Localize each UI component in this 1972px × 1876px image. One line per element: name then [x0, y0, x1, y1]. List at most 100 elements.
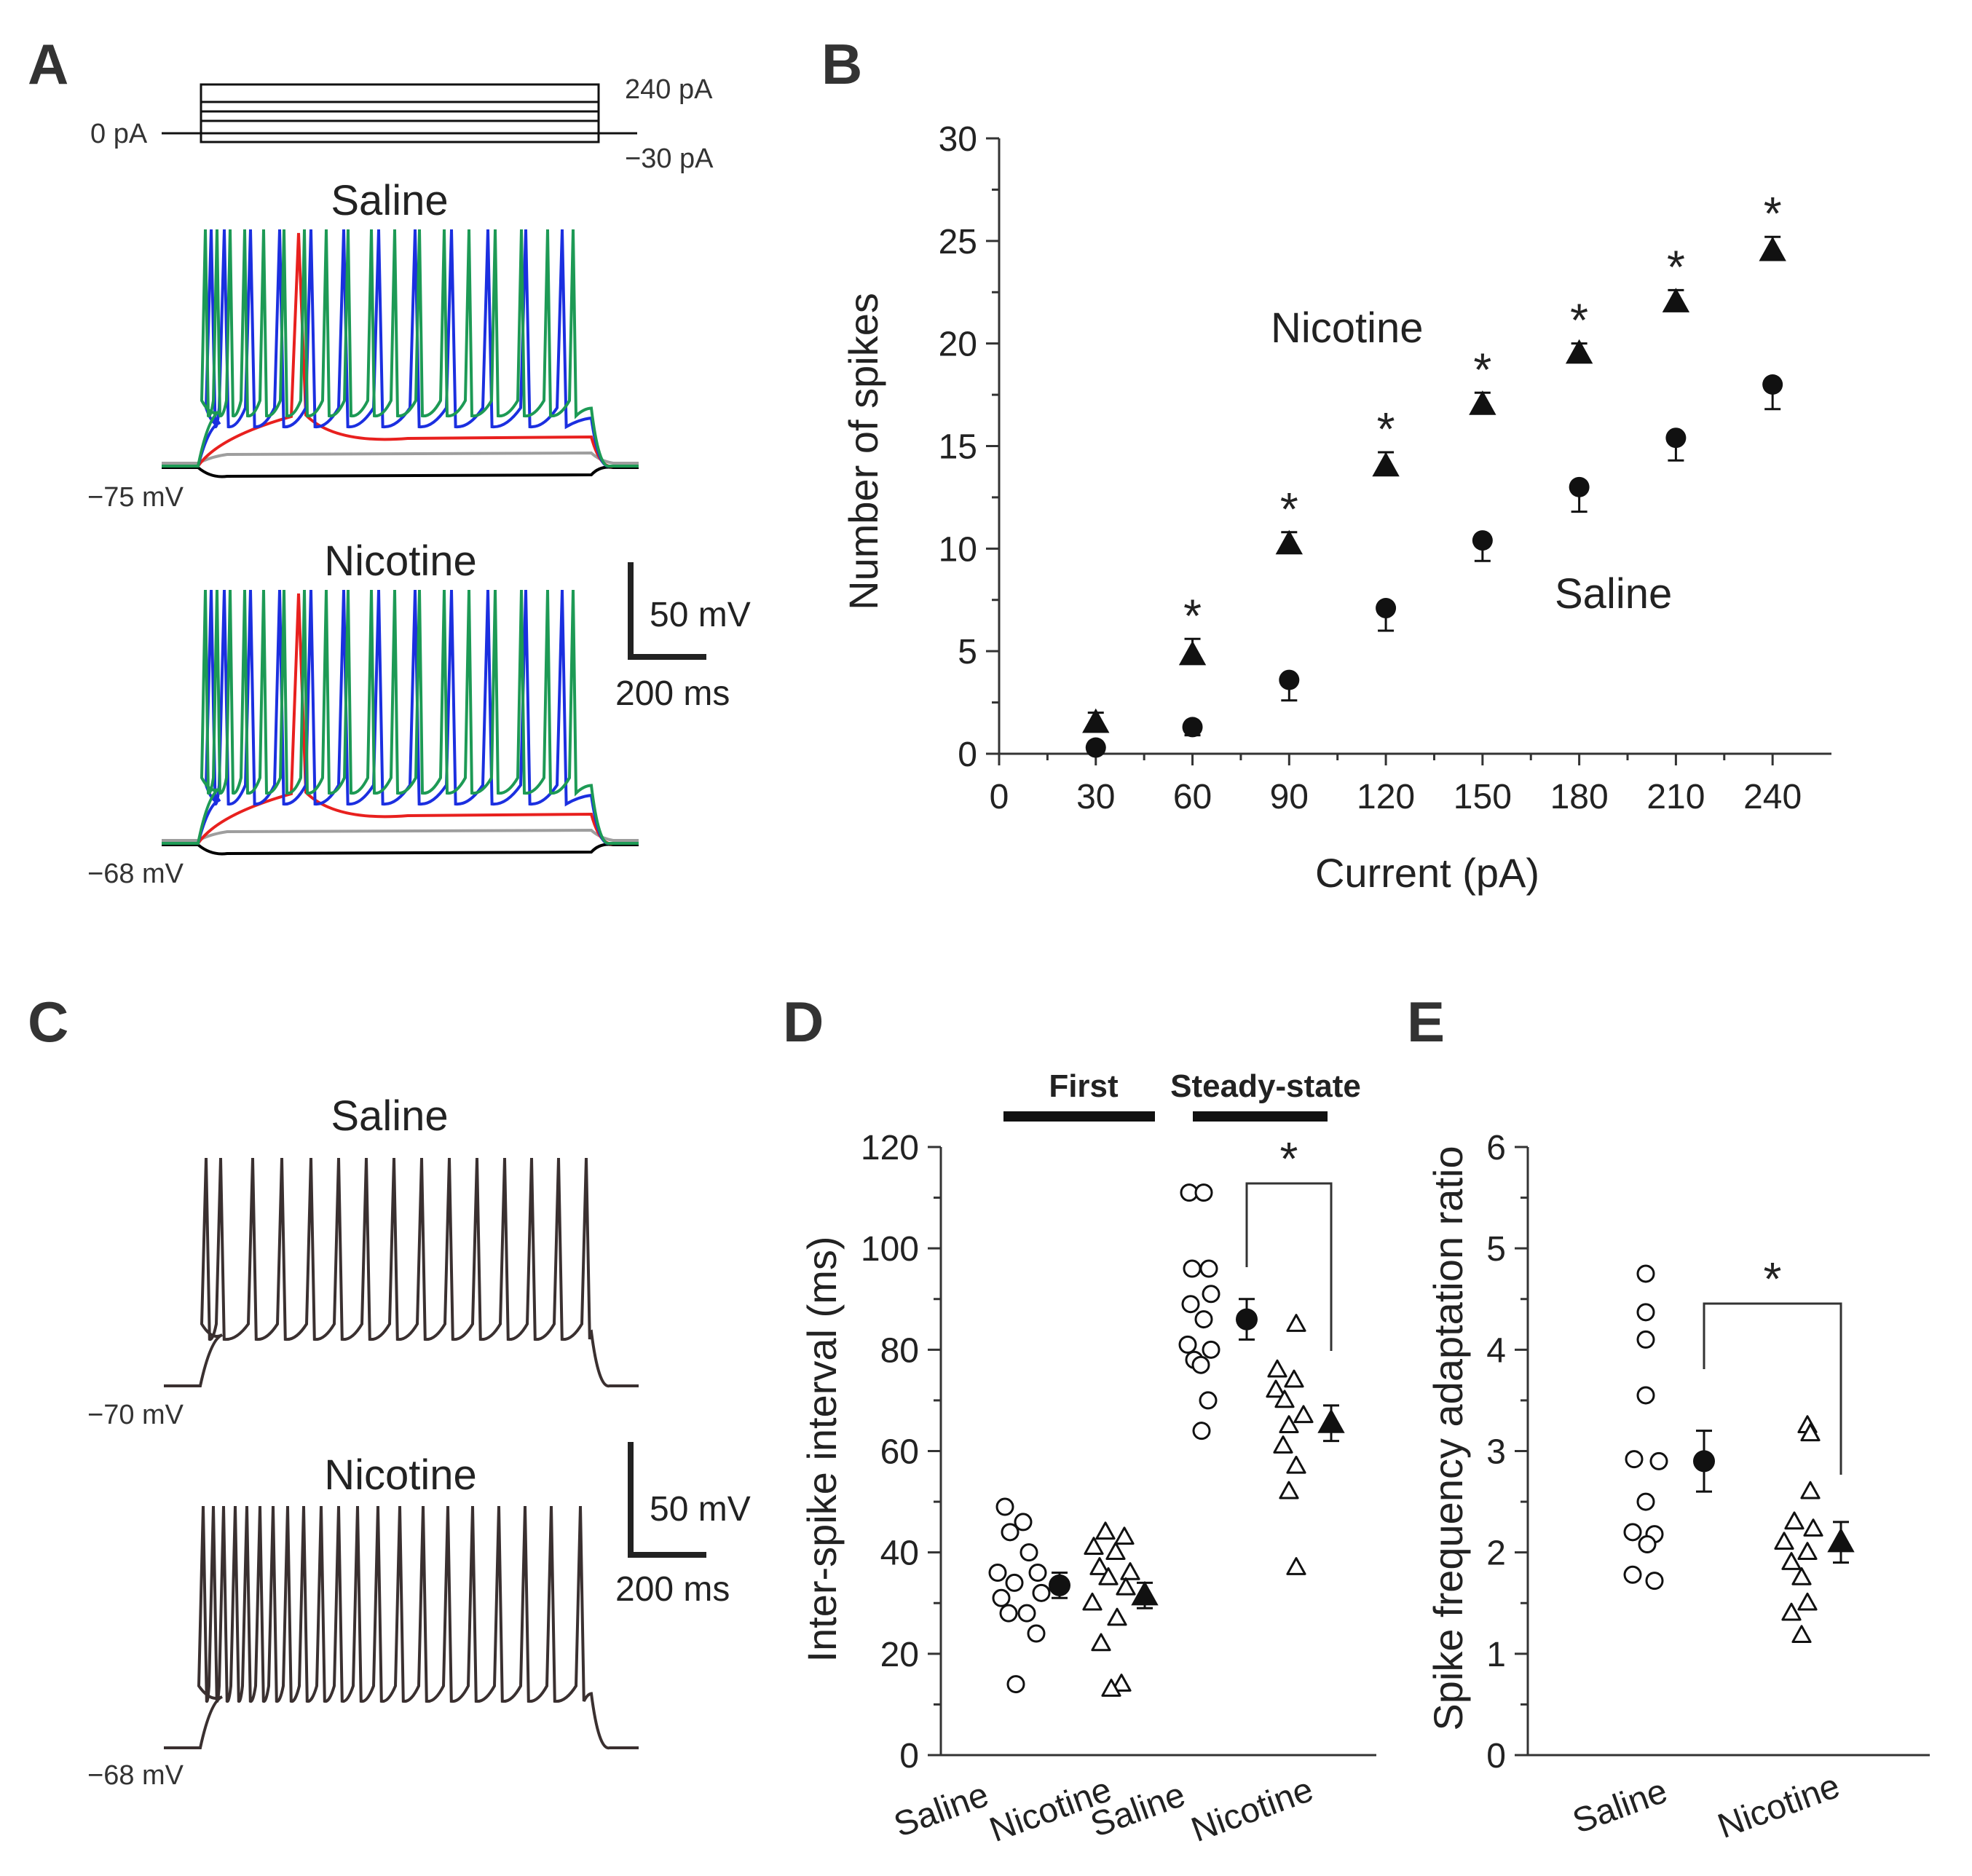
data-point-nicotine	[1105, 1542, 1126, 1560]
voltage-trace	[162, 589, 639, 846]
voltage-traces-nicotine	[162, 589, 639, 856]
mean-marker-saline	[1236, 1308, 1258, 1331]
group-label-first: First	[1049, 1068, 1119, 1104]
data-point-nicotine	[1372, 452, 1400, 477]
data-point-saline	[1625, 1450, 1644, 1469]
data-point-saline	[1001, 1523, 1019, 1542]
panel-c: C Saline −70 mV Nicotine −68 mV 50 mV 20…	[28, 990, 751, 1791]
data-point-saline	[1014, 1513, 1033, 1532]
y-tick-label: 20	[880, 1636, 919, 1674]
x-tick-label-b: 210	[1646, 778, 1705, 816]
mean-marker-saline	[1049, 1574, 1070, 1596]
data-point-nicotine	[1803, 1518, 1823, 1537]
data-point-saline	[1032, 1583, 1051, 1602]
y-tick-label: 1	[1486, 1636, 1506, 1674]
data-point-nicotine	[1084, 1537, 1104, 1555]
panel-a: A 240 pA 0 pA −30 pA Saline −75 mV Nicot…	[28, 32, 751, 889]
data-point-nicotine	[1095, 1521, 1116, 1540]
data-point-nicotine	[1791, 1567, 1812, 1585]
data-point-saline	[988, 1564, 1007, 1582]
data-point-saline	[1202, 1285, 1220, 1304]
data-point-nicotine	[1111, 1674, 1132, 1692]
y-axis-title-b: Number of spikes	[840, 293, 886, 610]
y-tick-label: 100	[861, 1230, 919, 1269]
significance-star: *	[1764, 187, 1782, 240]
data-point-nicotine	[1286, 1314, 1306, 1332]
data-point-saline	[1194, 1310, 1213, 1329]
protocol-label-zero: 0 pA	[90, 119, 148, 149]
scale-bar-voltage-c: 50 mV	[650, 1490, 751, 1529]
voltage-trace	[162, 229, 639, 468]
data-point-saline	[1638, 1535, 1657, 1554]
x-category-label: Nicotine	[1713, 1767, 1845, 1846]
data-point-saline	[1194, 1183, 1213, 1202]
significance-star: *	[1473, 343, 1491, 395]
x-category-label: Saline	[889, 1776, 994, 1845]
y-tick-label-b: 10	[939, 530, 977, 569]
data-point-saline	[1472, 530, 1493, 551]
data-point-saline	[1636, 1386, 1655, 1405]
resting-potential-saline: −75 mV	[87, 482, 184, 513]
data-point-nicotine	[1178, 640, 1207, 666]
trace-title-saline-c: Saline	[331, 1092, 448, 1140]
significance-star: *	[1183, 589, 1202, 642]
x-tick-label-b: 60	[1173, 778, 1212, 816]
data-point-saline	[1623, 1523, 1642, 1542]
panel-letter-d: D	[783, 990, 824, 1054]
data-point-nicotine	[1565, 339, 1593, 364]
x-category-label: Saline	[1568, 1772, 1673, 1841]
data-point-saline	[1017, 1604, 1036, 1623]
x-tick-label-b: 0	[990, 778, 1009, 816]
mean-marker-nicotine	[1827, 1527, 1855, 1553]
scale-bar-time-c: 200 ms	[615, 1570, 730, 1609]
y-tick-label: 80	[880, 1331, 919, 1370]
step-box	[200, 83, 600, 143]
trace-title-nicotine-c: Nicotine	[324, 1451, 477, 1499]
data-point-nicotine	[1279, 1415, 1299, 1433]
data-point-nicotine	[1774, 1532, 1794, 1550]
y-tick-label-b: 25	[939, 223, 977, 261]
data-point-nicotine	[1266, 1379, 1286, 1398]
voltage-trace-nicotine-c	[164, 1505, 639, 1750]
voltage-trace	[162, 843, 639, 856]
y-tick-label: 5	[1486, 1230, 1506, 1269]
data-point-nicotine	[1781, 1602, 1802, 1621]
data-point-saline	[1199, 1259, 1218, 1278]
data-point-nicotine	[1267, 1359, 1287, 1378]
x-tick-label-b: 30	[1076, 778, 1115, 816]
data-point-nicotine	[1791, 1625, 1812, 1644]
x-tick-label-b: 240	[1743, 778, 1802, 816]
resting-potential-nicotine-c: −68 mV	[87, 1760, 184, 1791]
significance-bracket	[1703, 1302, 1842, 1475]
data-point-saline	[1636, 1330, 1655, 1349]
mean-marker-nicotine	[1131, 1580, 1159, 1606]
data-point-nicotine	[1116, 1577, 1136, 1596]
mean-marker-nicotine	[1317, 1408, 1345, 1433]
y-tick-label-b: 5	[958, 633, 977, 671]
panel-letter-c: C	[28, 990, 68, 1054]
y-tick-label: 60	[880, 1433, 919, 1472]
data-point-saline	[1181, 1295, 1200, 1314]
axes-e: 0 1 2 3 4 5 6	[1486, 1129, 1930, 1776]
data-marks-b: * * * * * * *	[1082, 187, 1786, 758]
x-tick-label-b: 90	[1270, 778, 1309, 816]
x-axis-title-b: Current (pA)	[1315, 850, 1539, 896]
scale-bar-time: 200 ms	[615, 674, 730, 713]
data-point-nicotine	[1286, 1455, 1306, 1474]
scale-bar-lines-c	[628, 1442, 706, 1558]
resting-potential-nicotine: −68 mV	[87, 859, 184, 889]
x-tick-label-b: 180	[1550, 778, 1609, 816]
voltage-trace	[162, 589, 639, 846]
data-point-nicotine	[1120, 1562, 1140, 1580]
series-label-nicotine: Nicotine	[1271, 304, 1424, 352]
scale-bar-lines	[628, 562, 706, 660]
data-point-saline	[1183, 1259, 1202, 1278]
data-point-nicotine	[1469, 390, 1496, 415]
data-point-nicotine	[1091, 1633, 1111, 1652]
voltage-trace	[164, 1505, 639, 1750]
mean-marker-saline	[1693, 1450, 1715, 1473]
data-point-saline	[1762, 374, 1783, 395]
protocol-label-min: −30 pA	[625, 143, 714, 174]
